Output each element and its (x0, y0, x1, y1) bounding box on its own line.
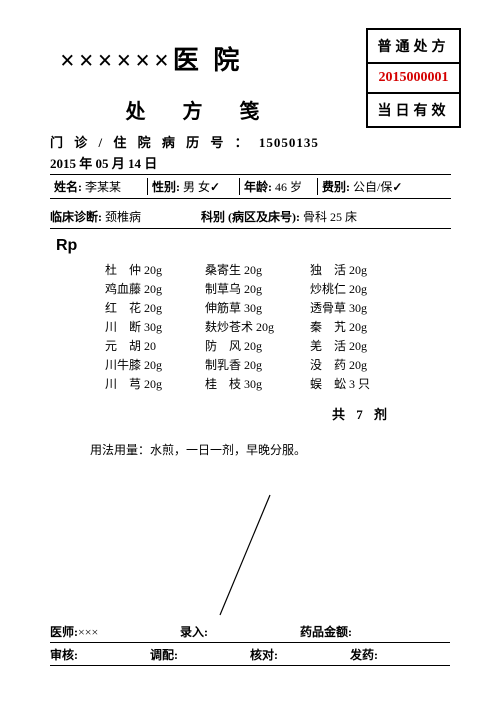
med-item: 炒桃仁 20g (310, 280, 410, 299)
dept-label: 科别 (病区及床号): (201, 210, 300, 224)
med-item: 伸筋草 30g (205, 299, 310, 318)
med-item: 制乳香 20g (205, 356, 310, 375)
dose-count: 共 7 剂 (50, 404, 391, 423)
med-item: 麸炒苍术 20g (205, 318, 310, 337)
dispense-label: 调配: (150, 648, 178, 662)
diagnosis: 颈椎病 (105, 210, 141, 224)
sex-label: 性别: (152, 180, 180, 194)
diagnosis-row: 临床诊断: 颈椎病 科别 (病区及床号): 骨科 25 床 (50, 205, 451, 229)
rp-label: Rp (56, 237, 451, 255)
review-label: 审核: (50, 648, 78, 662)
amount-label: 药品金额: (300, 625, 352, 639)
med-item: 没 药 20g (310, 356, 410, 375)
med-item: 独 活 20g (310, 261, 410, 280)
record-label: 门 诊 / 住 院 病 历 号 ： (50, 135, 252, 150)
stamp-type: 普通处方 (368, 30, 459, 64)
pay-check-icon: ✓ (392, 180, 402, 194)
record-number: 15050135 (259, 135, 319, 150)
med-item: 羌 活 20g (310, 337, 410, 356)
stamp-validity: 当日有效 (368, 94, 459, 126)
dept-value: 骨科 25 床 (303, 210, 357, 224)
med-item: 桂 枝 30g (205, 375, 310, 394)
doctor-name: ××× (78, 625, 98, 639)
sex-options: 男 女 (183, 180, 210, 194)
diag-label: 临床诊断: (50, 210, 102, 224)
entry-label: 录入: (180, 625, 208, 639)
med-item: 元 胡 20 (105, 337, 205, 356)
med-item: 鸡血藤 20g (105, 280, 205, 299)
med-item: 川 芎 20g (105, 375, 205, 394)
med-item: 蜈 蚣 3 只 (310, 375, 410, 394)
slash-mark-icon (200, 490, 290, 620)
date: 2015 年 05 月 14 日 (50, 153, 451, 172)
footer: 医师:××× 录入: 药品金额: 审核: 调配: 核对: 发药: (50, 623, 450, 666)
med-item: 川牛膝 20g (105, 356, 205, 375)
med-item: 防 风 20g (205, 337, 310, 356)
stamp-serial: 2015000001 (368, 64, 459, 94)
med-item: 秦 艽 20g (310, 318, 410, 337)
med-item: 制草乌 20g (205, 280, 310, 299)
doctor-label: 医师: (50, 625, 78, 639)
stamp-box: 普通处方 2015000001 当日有效 (366, 28, 461, 128)
record-line: 门 诊 / 住 院 病 历 号 ： 15050135 (50, 132, 451, 151)
med-item: 红 花 20g (105, 299, 205, 318)
sex-check-icon: ✓ (210, 180, 220, 194)
med-item: 川 断 30g (105, 318, 205, 337)
issue-label: 发药: (350, 648, 378, 662)
usage-text: 用法用量：水煎，一日一剂，早晚分服。 (90, 441, 451, 458)
document-title: 处 方 笺 (50, 95, 351, 124)
medication-grid: 杜 仲 20g桑寄生 20g独 活 20g 鸡血藤 20g制草乌 20g炒桃仁 … (105, 261, 451, 394)
name-label: 姓名: (54, 180, 82, 194)
patient-name: 李某某 (85, 180, 121, 194)
patient-info-row: 姓名: 李某某 性别: 男 女✓ 年龄: 46 岁 费别: 公自/保✓ (50, 174, 451, 199)
pay-options: 公自/保 (353, 180, 392, 194)
check-label: 核对: (250, 648, 278, 662)
med-item: 桑寄生 20g (205, 261, 310, 280)
patient-age: 46 岁 (275, 180, 302, 194)
pay-label: 费别: (322, 180, 350, 194)
med-item: 透骨草 30g (310, 299, 410, 318)
med-item: 杜 仲 20g (105, 261, 205, 280)
age-label: 年龄: (244, 180, 272, 194)
